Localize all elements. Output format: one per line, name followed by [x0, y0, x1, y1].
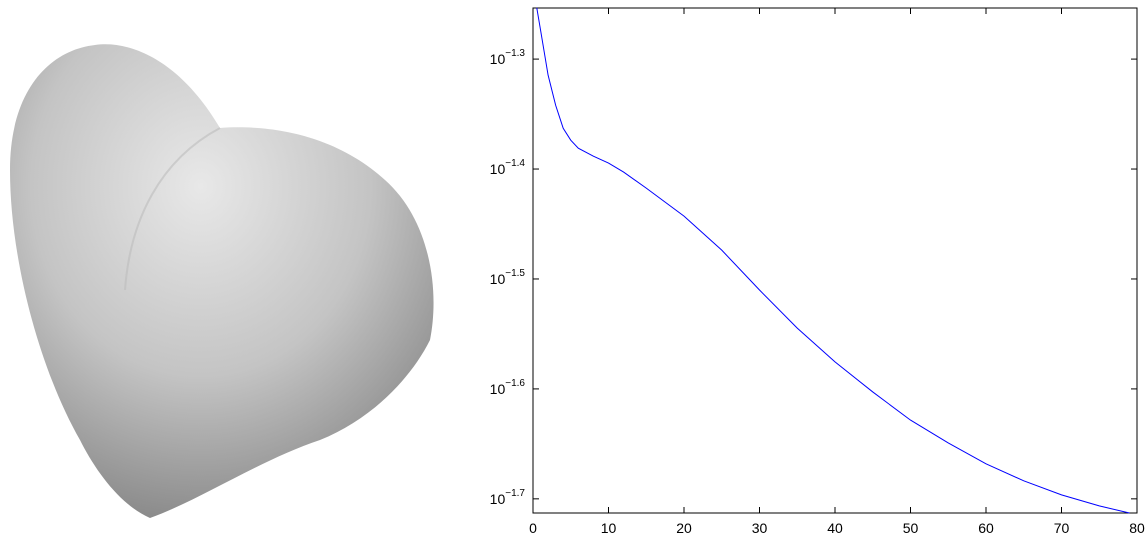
- figure: 0102030405060708010−1.310−1.410−1.510−1.…: [0, 0, 1147, 539]
- x-tick-label: 10: [601, 520, 617, 536]
- y-tick-exponent: −1.6: [505, 378, 525, 389]
- page: {"chart_data": {"type": "line", "x": [0.…: [0, 0, 1147, 539]
- y-tick-base: 10: [490, 161, 506, 177]
- y-tick-base: 10: [490, 271, 506, 287]
- y-tick-base: 10: [490, 491, 506, 507]
- x-tick-label: 70: [1054, 520, 1070, 536]
- y-tick-exponent: −1.5: [505, 268, 525, 279]
- y-tick-label: 10−1.4: [490, 158, 526, 177]
- plot-frame: [533, 8, 1137, 513]
- x-tick-label: 50: [903, 520, 919, 536]
- y-tick-exponent: −1.3: [505, 48, 525, 59]
- x-tick-label: 40: [827, 520, 843, 536]
- y-tick-label: 10−1.5: [490, 268, 526, 287]
- x-tick-label: 0: [529, 520, 537, 536]
- y-tick-exponent: −1.7: [505, 488, 525, 499]
- y-tick-exponent: −1.4: [505, 158, 525, 169]
- x-tick-label: 30: [752, 520, 768, 536]
- heart-render: [10, 44, 434, 518]
- y-tick-label: 10−1.3: [490, 48, 526, 67]
- x-tick-label: 20: [676, 520, 692, 536]
- x-tick-label: 60: [978, 520, 994, 536]
- x-tick-label: 80: [1129, 520, 1145, 536]
- y-tick-base: 10: [490, 381, 506, 397]
- y-tick-base: 10: [490, 51, 506, 67]
- y-tick-label: 10−1.7: [490, 488, 526, 507]
- y-tick-label: 10−1.6: [490, 378, 526, 397]
- series-line: [537, 8, 1130, 513]
